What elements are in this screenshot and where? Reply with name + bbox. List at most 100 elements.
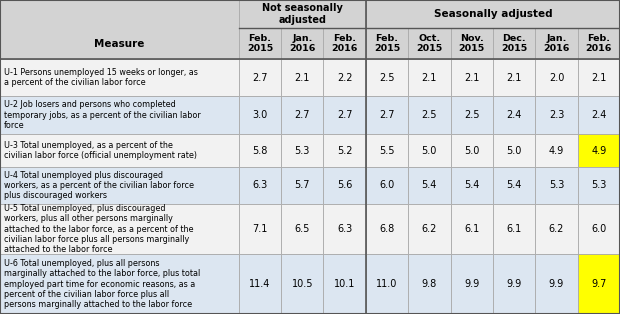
Bar: [535, 204, 578, 254]
Bar: [324, 204, 366, 254]
Bar: [366, 28, 408, 59]
Bar: [535, 167, 578, 204]
Bar: [366, 254, 408, 314]
Text: 2.1: 2.1: [464, 73, 479, 83]
Text: 5.0: 5.0: [422, 146, 437, 156]
Bar: [408, 134, 451, 167]
Text: 5.6: 5.6: [337, 181, 352, 191]
Text: 6.3: 6.3: [252, 181, 267, 191]
Bar: [281, 204, 324, 254]
Text: 4.9: 4.9: [591, 146, 606, 156]
Bar: [239, 254, 281, 314]
Text: 10.1: 10.1: [334, 279, 355, 289]
Text: 11.4: 11.4: [249, 279, 270, 289]
Text: 6.1: 6.1: [464, 224, 479, 234]
Text: Measure: Measure: [94, 39, 144, 49]
Text: 5.4: 5.4: [422, 181, 437, 191]
Text: 5.8: 5.8: [252, 146, 268, 156]
Text: 5.3: 5.3: [294, 146, 310, 156]
Bar: [239, 59, 281, 96]
Bar: [281, 254, 324, 314]
Text: 2.0: 2.0: [549, 73, 564, 83]
Text: Feb.
2015: Feb. 2015: [374, 34, 400, 53]
Text: 6.5: 6.5: [294, 224, 310, 234]
Bar: [366, 204, 408, 254]
Bar: [493, 134, 535, 167]
Bar: [408, 96, 451, 134]
Text: Feb.
2016: Feb. 2016: [332, 34, 358, 53]
Bar: [239, 167, 281, 204]
Text: 5.3: 5.3: [591, 181, 606, 191]
Text: 2.5: 2.5: [422, 110, 437, 120]
Text: 5.0: 5.0: [507, 146, 522, 156]
Bar: [493, 28, 535, 59]
Bar: [578, 134, 620, 167]
Bar: [451, 134, 493, 167]
Text: U-2 Job losers and persons who completed
temporary jobs, as a percent of the civ: U-2 Job losers and persons who completed…: [4, 100, 200, 130]
Text: Jan.
2016: Jan. 2016: [289, 34, 316, 53]
Text: 2.7: 2.7: [379, 110, 395, 120]
Text: 6.1: 6.1: [507, 224, 521, 234]
Bar: [239, 28, 281, 59]
Text: 9.7: 9.7: [591, 279, 606, 289]
Text: 6.8: 6.8: [379, 224, 394, 234]
Bar: [0, 96, 239, 134]
Bar: [408, 204, 451, 254]
Bar: [578, 167, 620, 204]
Text: 6.0: 6.0: [379, 181, 394, 191]
Bar: [239, 134, 281, 167]
Bar: [535, 96, 578, 134]
Bar: [366, 134, 408, 167]
Text: Feb.
2016: Feb. 2016: [586, 34, 612, 53]
Bar: [493, 204, 535, 254]
Text: 5.3: 5.3: [549, 181, 564, 191]
Bar: [451, 254, 493, 314]
Bar: [324, 28, 366, 59]
Text: Seasonally adjusted: Seasonally adjusted: [433, 9, 552, 19]
Bar: [493, 254, 535, 314]
Bar: [0, 204, 239, 254]
Text: 5.0: 5.0: [464, 146, 479, 156]
Bar: [535, 254, 578, 314]
Bar: [281, 59, 324, 96]
Bar: [451, 96, 493, 134]
Text: 2.5: 2.5: [464, 110, 479, 120]
Bar: [451, 204, 493, 254]
Text: 2.4: 2.4: [591, 110, 606, 120]
Text: 2.5: 2.5: [379, 73, 395, 83]
Bar: [408, 254, 451, 314]
Bar: [239, 0, 366, 28]
Text: 2.7: 2.7: [337, 110, 352, 120]
Text: U-3 Total unemployed, as a percent of the
civilian labor force (official unemplo: U-3 Total unemployed, as a percent of th…: [4, 141, 197, 160]
Text: 5.4: 5.4: [464, 181, 479, 191]
Bar: [366, 0, 620, 28]
Text: 2.7: 2.7: [294, 110, 310, 120]
Bar: [239, 96, 281, 134]
Text: 6.0: 6.0: [591, 224, 606, 234]
Text: 9.9: 9.9: [507, 279, 521, 289]
Bar: [0, 0, 239, 59]
Text: 2.1: 2.1: [294, 73, 310, 83]
Text: 7.1: 7.1: [252, 224, 268, 234]
Bar: [281, 96, 324, 134]
Text: U-1 Persons unemployed 15 weeks or longer, as
a percent of the civilian labor fo: U-1 Persons unemployed 15 weeks or longe…: [4, 68, 198, 87]
Bar: [239, 204, 281, 254]
Text: 5.7: 5.7: [294, 181, 310, 191]
Bar: [366, 167, 408, 204]
Text: Dec.
2015: Dec. 2015: [501, 34, 527, 53]
Bar: [451, 167, 493, 204]
Text: 4.9: 4.9: [549, 146, 564, 156]
Bar: [0, 59, 239, 96]
Bar: [366, 59, 408, 96]
Bar: [493, 59, 535, 96]
Text: 3.0: 3.0: [252, 110, 267, 120]
Text: Nov.
2015: Nov. 2015: [459, 34, 485, 53]
Text: Jan.
2016: Jan. 2016: [543, 34, 570, 53]
Bar: [281, 134, 324, 167]
Bar: [408, 59, 451, 96]
Text: 2.3: 2.3: [549, 110, 564, 120]
Bar: [451, 28, 493, 59]
Bar: [535, 134, 578, 167]
Bar: [324, 167, 366, 204]
Bar: [0, 167, 239, 204]
